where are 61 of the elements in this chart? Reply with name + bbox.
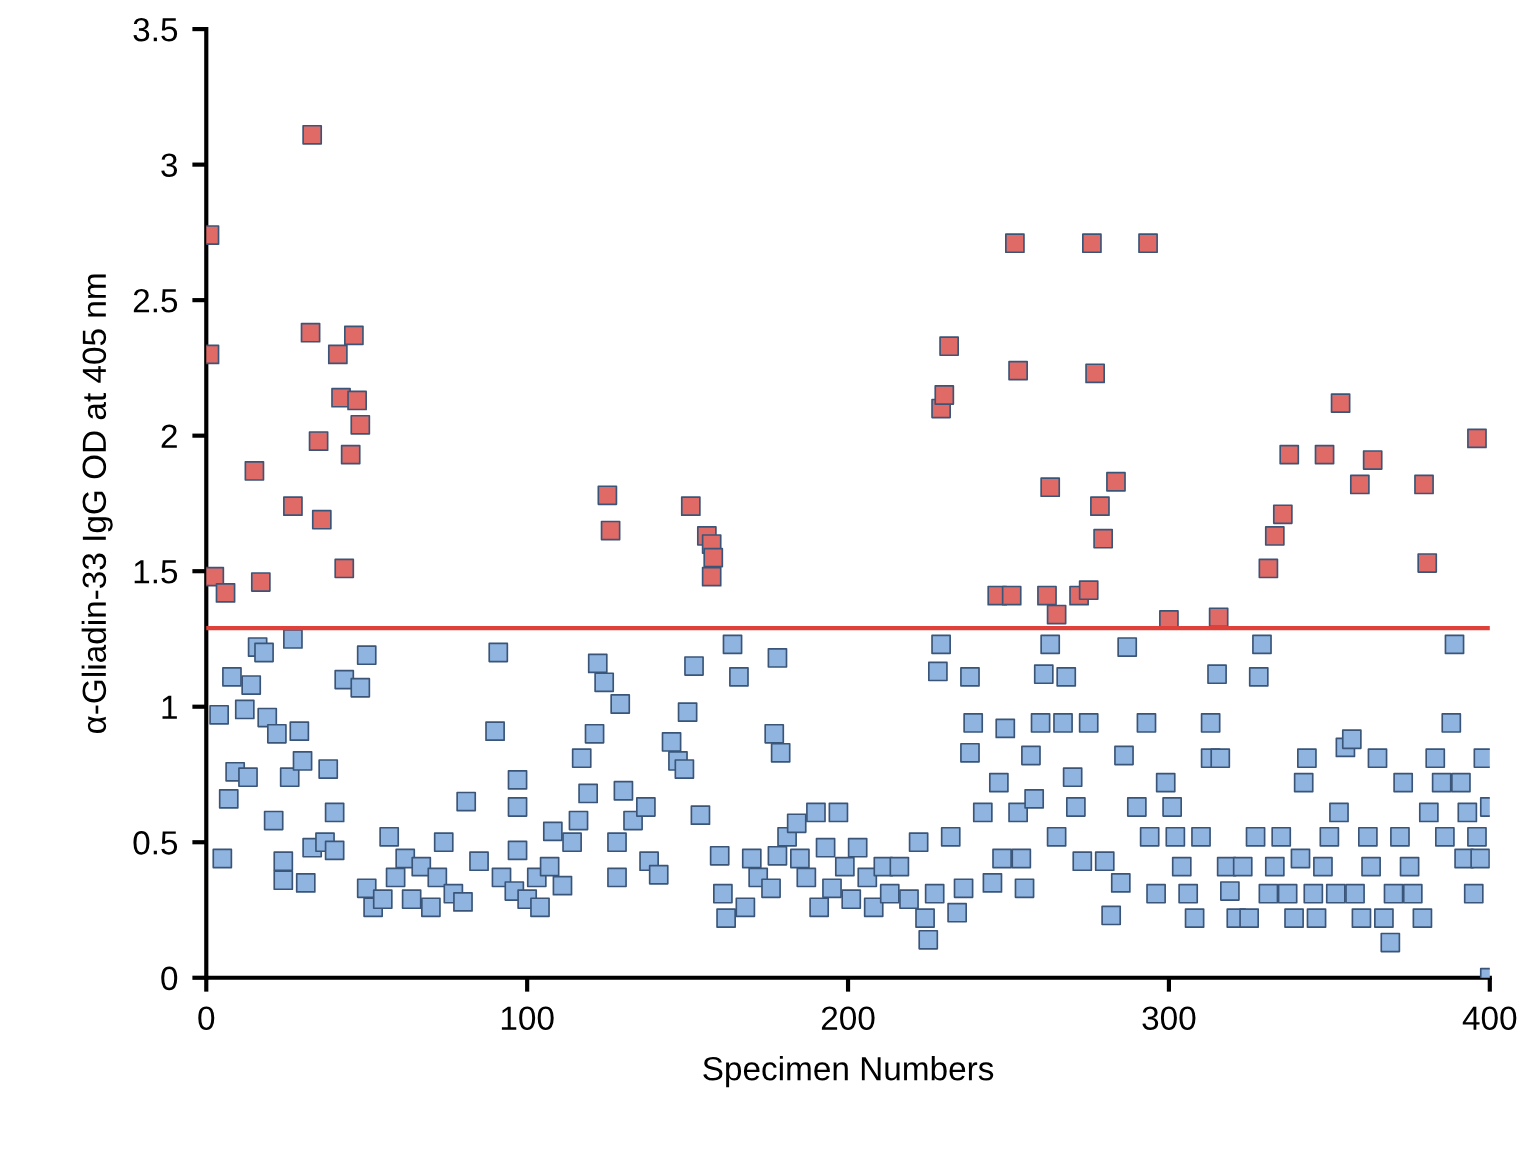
point <box>701 566 722 587</box>
point <box>703 547 724 568</box>
point <box>1272 504 1293 525</box>
point <box>1106 471 1126 492</box>
y-tick-label: 3.5 <box>133 17 178 42</box>
point <box>250 572 271 592</box>
x-tick-label: 0 <box>198 1006 215 1031</box>
point <box>939 336 960 357</box>
point <box>1093 528 1114 549</box>
point <box>1349 474 1370 495</box>
point <box>1314 444 1335 465</box>
point <box>1078 580 1099 601</box>
y-tick-label: 1.5 <box>134 560 178 584</box>
point <box>311 509 332 530</box>
point <box>350 414 371 435</box>
point <box>1008 360 1028 381</box>
point <box>1082 233 1102 254</box>
point <box>600 520 621 541</box>
point <box>300 322 321 343</box>
y-axis-title: α-Gliadin-33 IgG OD at 405 nm <box>81 274 113 734</box>
point <box>308 431 329 451</box>
x-tick-label: 300 <box>1142 1006 1196 1031</box>
point <box>1040 477 1061 498</box>
point <box>1279 444 1300 465</box>
point <box>1258 558 1279 579</box>
point <box>1046 604 1067 625</box>
y-tick-label: 2 <box>161 424 177 448</box>
point <box>1330 393 1351 414</box>
point <box>334 558 355 579</box>
y-tick-label: 0.5 <box>133 831 178 855</box>
point <box>1467 428 1487 449</box>
point <box>1037 585 1057 606</box>
point <box>1208 607 1229 628</box>
point <box>1138 233 1158 254</box>
point <box>343 325 364 346</box>
x-tick-label: 100 <box>501 1006 554 1031</box>
point <box>1414 474 1434 495</box>
y-tick-label: 2.5 <box>133 288 178 313</box>
point <box>680 496 701 517</box>
point <box>1417 553 1438 573</box>
point <box>283 496 303 517</box>
point <box>1090 496 1110 517</box>
y-tick-label: 1 <box>162 695 177 719</box>
point <box>302 124 323 145</box>
point <box>934 385 955 405</box>
point <box>327 344 348 365</box>
x-tick-label: 200 <box>821 1006 875 1031</box>
point <box>347 390 367 411</box>
point <box>1001 585 1022 606</box>
x-axis-title: Specimen Numbers <box>703 1056 994 1088</box>
point <box>244 461 265 481</box>
y-tick-label: 3 <box>161 153 178 178</box>
point <box>1362 450 1383 470</box>
x-tick-label: 400 <box>1462 1006 1517 1031</box>
point <box>1264 526 1285 546</box>
y-tick-label: 0 <box>161 966 178 991</box>
point <box>1005 233 1025 254</box>
point <box>340 444 361 465</box>
point <box>215 582 236 603</box>
point <box>1085 363 1106 384</box>
point <box>597 485 618 506</box>
